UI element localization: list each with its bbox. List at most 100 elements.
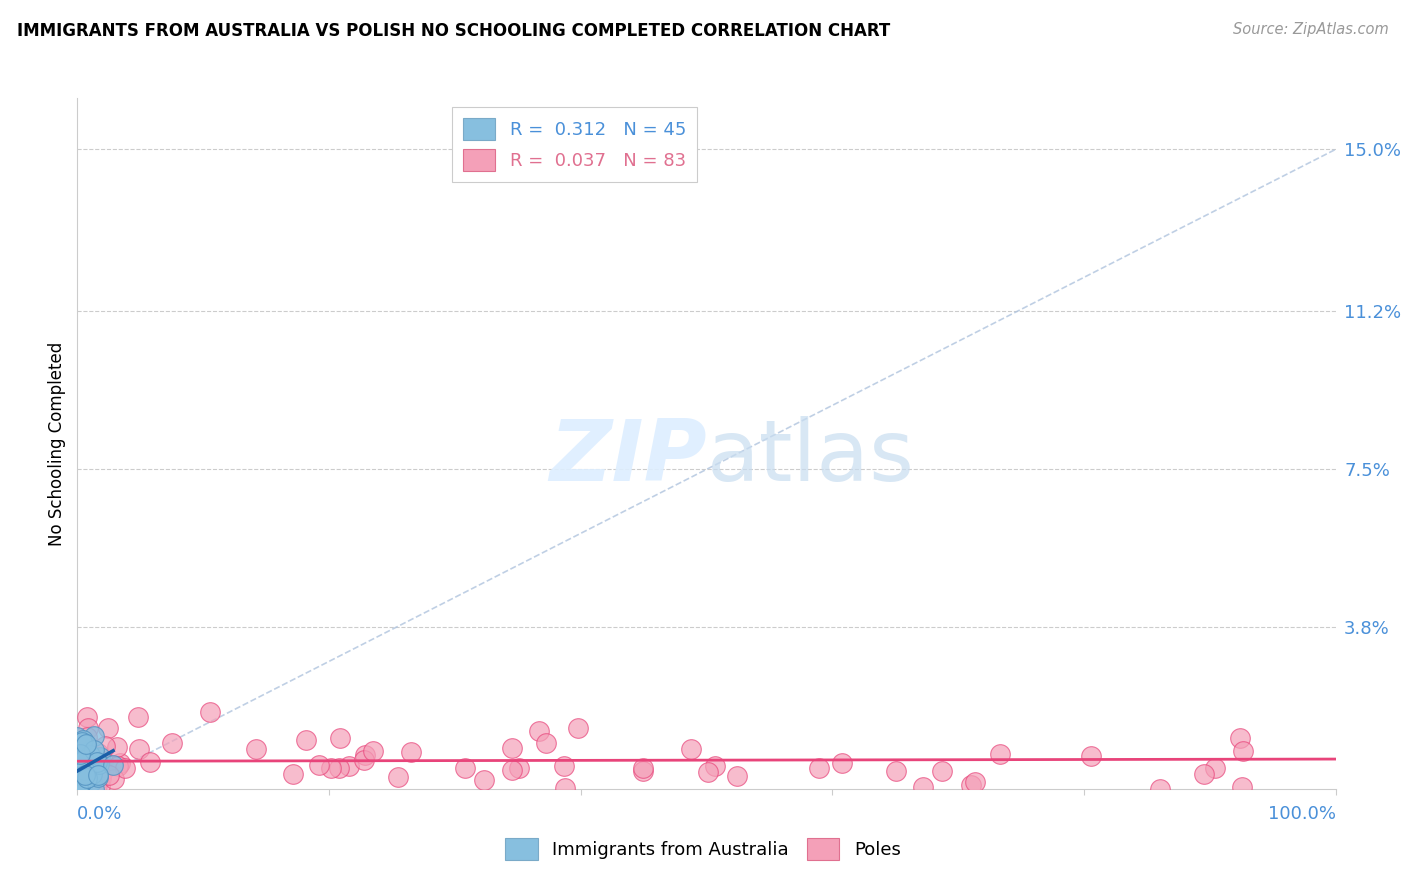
Point [72, 732, 94, 747]
Point [70, 779, 93, 793]
Y-axis label: No Schooling Completed: No Schooling Completed [48, 342, 66, 546]
Point [89, 756, 111, 771]
Point [72, 758, 94, 772]
Point [70, 776, 93, 790]
Point [127, 710, 149, 724]
Point [84, 760, 107, 774]
Point [77, 721, 100, 735]
Point [101, 758, 124, 772]
Point [73, 753, 96, 767]
Point [80, 766, 103, 780]
Point [501, 741, 523, 756]
Point [1149, 782, 1171, 797]
Point [80, 774, 103, 789]
Point [66, 781, 89, 796]
Point [70, 749, 93, 764]
Point [83, 761, 105, 775]
Point [70, 743, 93, 757]
Point [79, 747, 101, 762]
Point [87, 752, 110, 766]
Point [72, 740, 94, 755]
Point [75, 759, 97, 773]
Point [86, 756, 108, 770]
Point [75, 745, 97, 759]
Point [361, 744, 384, 758]
Point [831, 756, 853, 770]
Point [527, 724, 550, 739]
Point [76, 771, 98, 785]
Point [567, 721, 589, 735]
Point [87, 767, 110, 781]
Point [83, 742, 105, 756]
Legend: R =  0.312   N = 45, R =  0.037   N = 83: R = 0.312 N = 45, R = 0.037 N = 83 [451, 107, 697, 182]
Point [91, 754, 114, 768]
Point [128, 741, 150, 756]
Point [353, 753, 375, 767]
Point [328, 761, 350, 775]
Point [960, 778, 983, 792]
Point [553, 759, 575, 773]
Point [70, 753, 93, 767]
Point [200, 705, 222, 719]
Point [82, 762, 104, 776]
Point [107, 759, 129, 773]
Point [1230, 780, 1253, 795]
Point [245, 742, 267, 756]
Point [73, 759, 96, 773]
Point [83, 729, 105, 743]
Point [160, 736, 183, 750]
Point [67, 775, 90, 789]
Point [76, 761, 98, 775]
Text: IMMIGRANTS FROM AUSTRALIA VS POLISH NO SCHOOLING COMPLETED CORRELATION CHART: IMMIGRANTS FROM AUSTRALIA VS POLISH NO S… [17, 22, 890, 40]
Point [77, 757, 100, 772]
Point [703, 759, 725, 773]
Text: 0.0%: 0.0% [77, 805, 122, 822]
Point [70, 735, 93, 749]
Point [75, 765, 97, 780]
Point [354, 747, 377, 762]
Point [108, 756, 131, 771]
Point [633, 764, 655, 778]
Point [387, 770, 409, 784]
Point [89, 779, 111, 793]
Point [884, 764, 907, 778]
Point [97, 768, 120, 782]
Point [86, 751, 108, 765]
Point [73, 763, 96, 777]
Point [75, 768, 97, 782]
Point [69, 768, 91, 782]
Point [70, 749, 93, 764]
Point [963, 774, 986, 789]
Point [73, 753, 96, 767]
Point [725, 769, 748, 783]
Point [72, 757, 94, 772]
Point [67, 765, 90, 780]
Point [90, 771, 112, 785]
Point [536, 735, 558, 749]
Point [86, 746, 108, 760]
Point [1204, 761, 1226, 775]
Point [931, 764, 953, 779]
Point [69, 763, 91, 777]
Point [83, 781, 105, 796]
Point [67, 749, 90, 764]
Point [91, 764, 114, 778]
Point [75, 763, 97, 777]
Point [89, 750, 111, 764]
Point [1232, 744, 1254, 758]
Point [75, 757, 97, 772]
Point [295, 733, 318, 747]
Point [69, 747, 91, 761]
Point [472, 772, 495, 787]
Point [399, 746, 422, 760]
Text: Source: ZipAtlas.com: Source: ZipAtlas.com [1233, 22, 1389, 37]
Point [696, 764, 718, 779]
Point [72, 747, 94, 762]
Point [508, 761, 530, 775]
Legend: Immigrants from Australia, Poles: Immigrants from Australia, Poles [498, 830, 908, 867]
Point [114, 761, 136, 775]
Point [69, 757, 91, 772]
Point [75, 737, 97, 751]
Point [454, 761, 477, 775]
Point [67, 780, 90, 795]
